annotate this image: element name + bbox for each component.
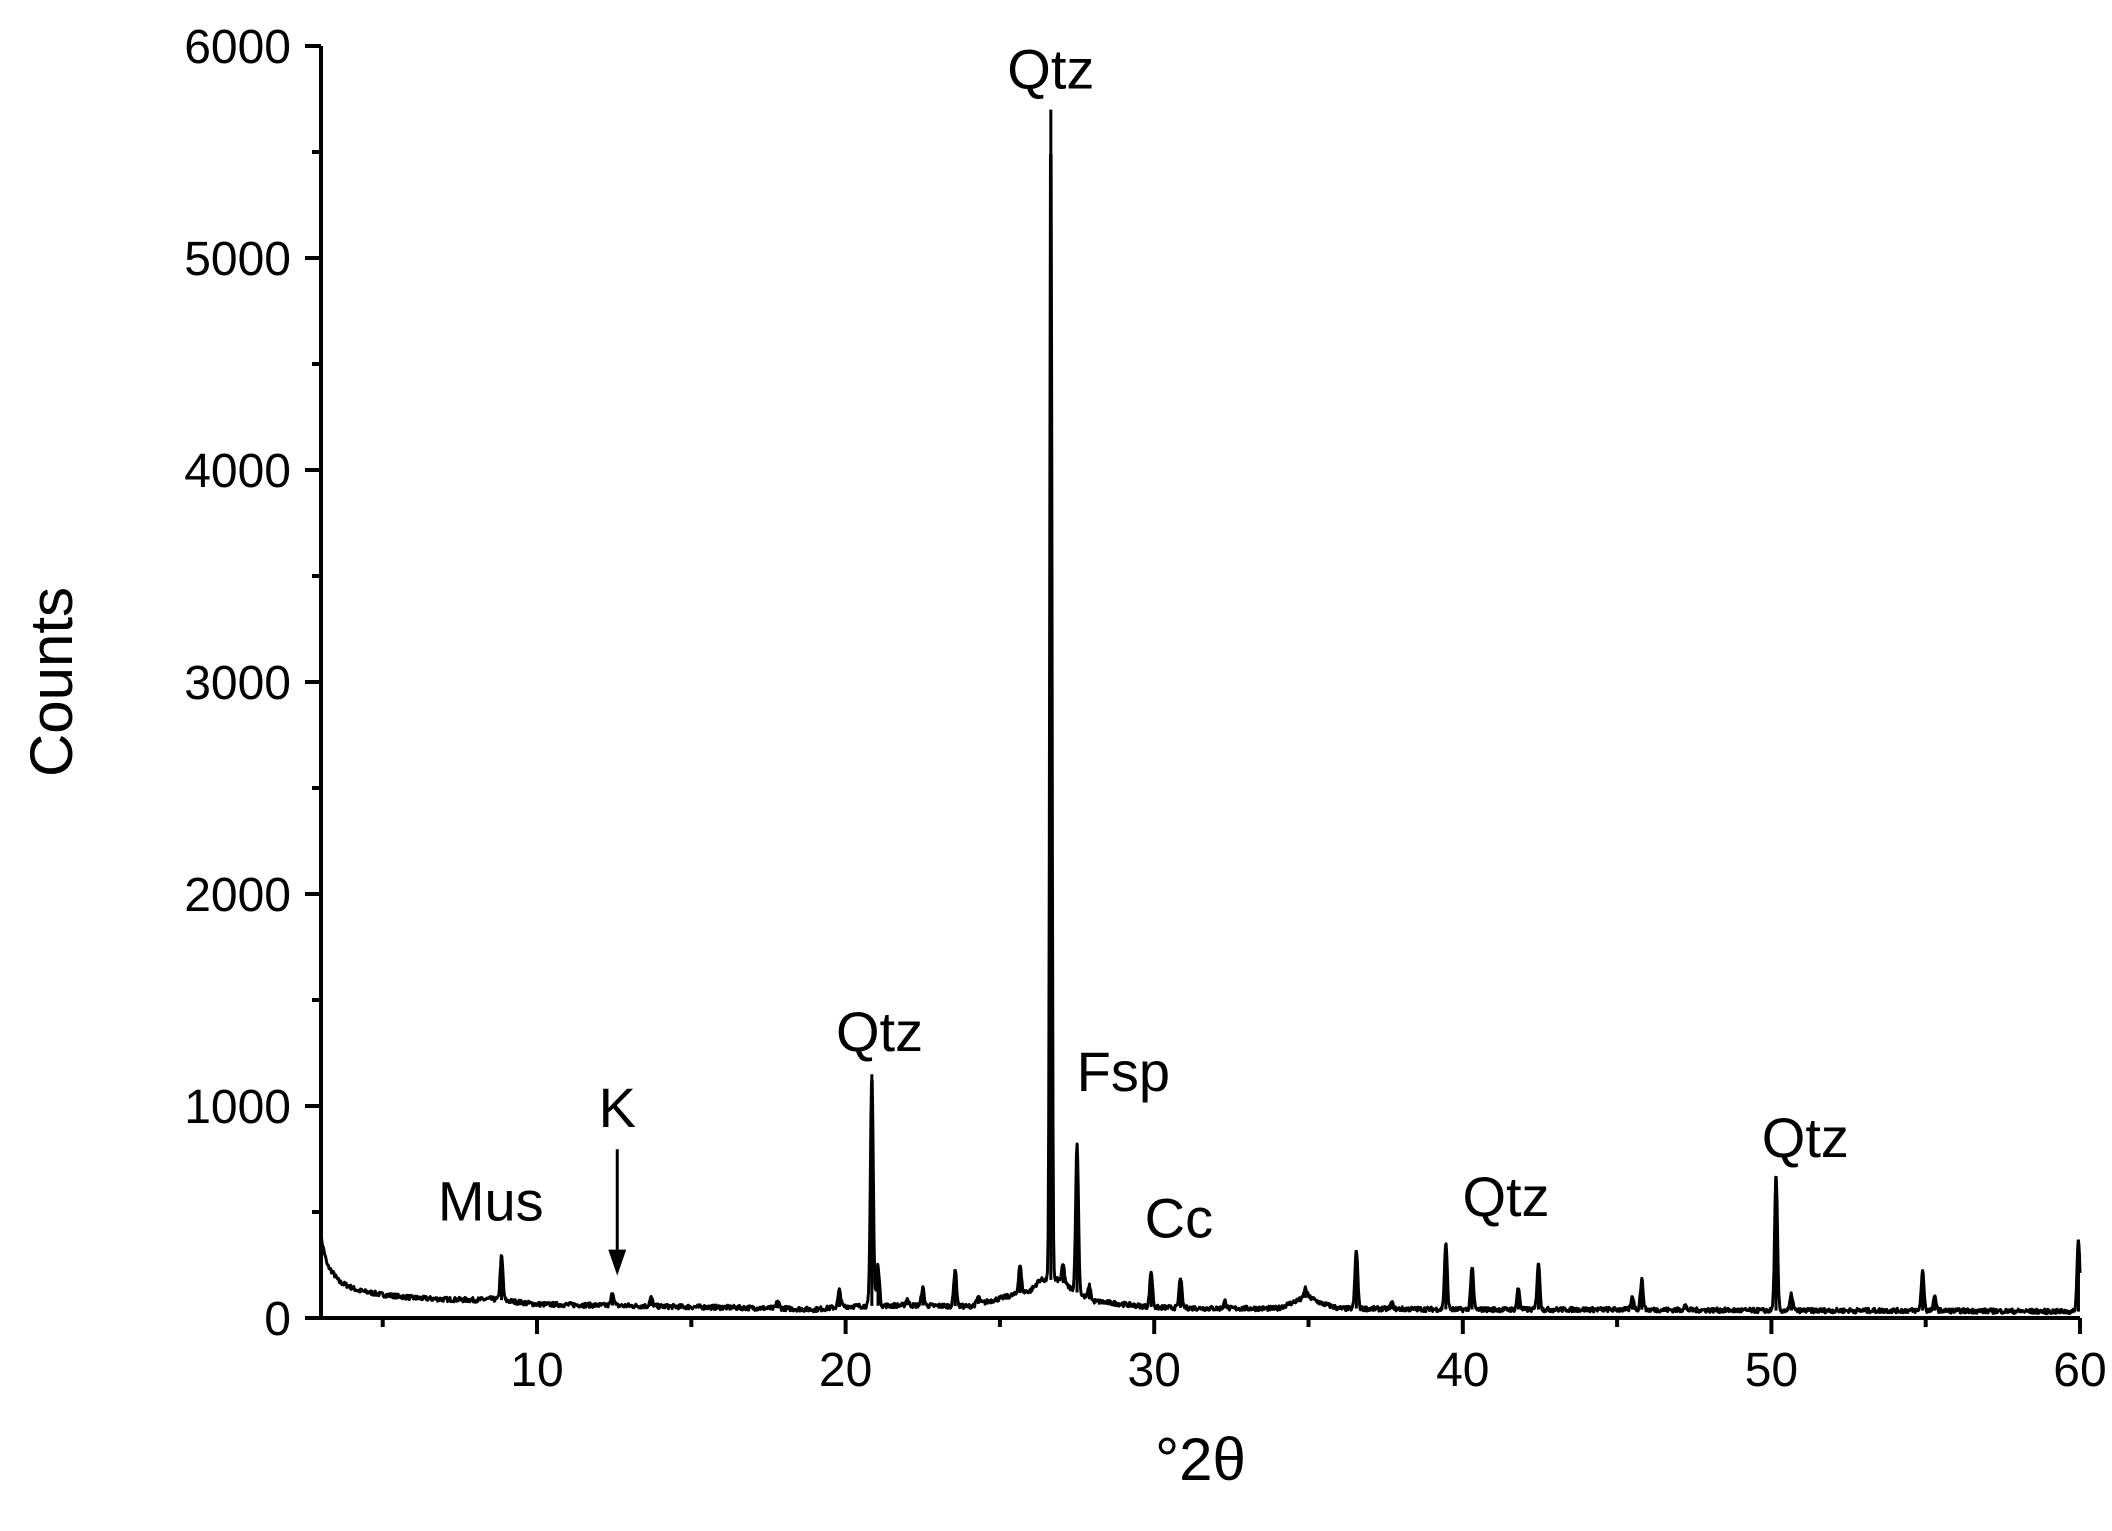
peak-label: Qtz: [1007, 37, 1094, 100]
peak-label: Fsp: [1077, 1040, 1170, 1103]
peak-label: Qtz: [1762, 1106, 1849, 1169]
y-tick-label: 1000: [184, 1081, 291, 1134]
y-tick-label: 3000: [184, 657, 291, 710]
ticks-group: [305, 44, 2082, 1334]
annotation-arrow-head: [608, 1249, 627, 1276]
peak-label: Qtz: [1462, 1165, 1549, 1228]
x-axis-title: °2θ: [1155, 1426, 1246, 1493]
x-tick-label: 50: [1745, 1344, 1798, 1397]
peak-annotations: Mus K Qtz Qtz Fsp Cc Qtz Qtz: [438, 37, 2080, 1312]
x-tick-label: 20: [819, 1344, 872, 1397]
peak-label: Cc: [1145, 1186, 1213, 1249]
diffraction-trace: [319, 153, 2082, 1316]
x-tick-label: 60: [2053, 1344, 2106, 1397]
y-axis-title: Counts: [18, 587, 85, 777]
peak-label: K: [599, 1076, 636, 1139]
y-tick-label: 5000: [184, 233, 291, 286]
x-tick-label: 40: [1436, 1344, 1489, 1397]
peak-label: Mus: [438, 1169, 544, 1232]
x-tick-label: 10: [510, 1344, 563, 1397]
tick-labels-group: 0 1000 2000 3000 4000 5000 6000 10 20 30 40 50 60: [184, 21, 2106, 1397]
y-tick-label: 6000: [184, 21, 291, 74]
y-tick-label: 0: [264, 1293, 291, 1346]
x-tick-label: 30: [1128, 1344, 1181, 1397]
y-tick-label: 2000: [184, 869, 291, 922]
y-tick-label: 4000: [184, 445, 291, 498]
peak-label: Qtz: [836, 1000, 923, 1063]
